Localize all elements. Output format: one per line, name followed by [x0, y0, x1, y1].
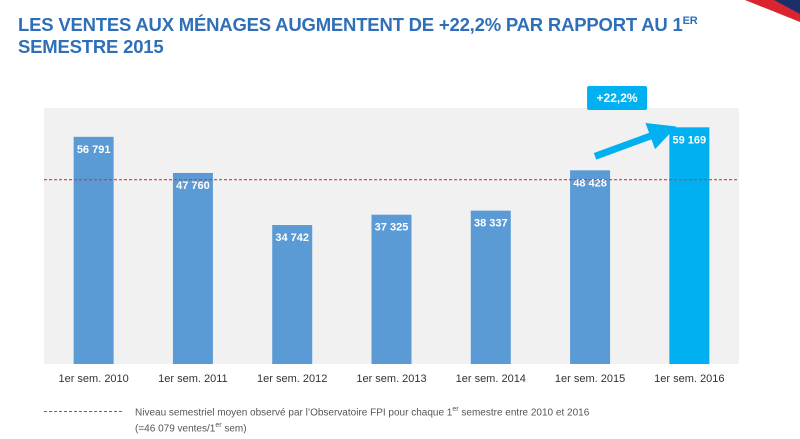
data-label-4: 38 337 [474, 218, 508, 230]
data-label-6: 59 169 [673, 134, 707, 146]
growth-arrow [593, 122, 677, 160]
legend-line-2-sup: er [215, 422, 222, 430]
legend-line-2-text-end: sem) [221, 423, 247, 435]
data-label-3: 37 325 [375, 222, 409, 234]
data-label-2: 34 742 [275, 232, 309, 244]
legend-line-2: (=46 079 ventes/1er sem) [135, 419, 735, 435]
bar-4 [470, 210, 511, 364]
legend-line-1: Niveau semestriel moyen observé par l’Ob… [135, 403, 735, 419]
x-axis-labels: 1er sem. 2010 1er sem. 2011 1er sem. 2012 1… [44, 373, 739, 389]
data-label-0: 56 791 [77, 144, 111, 156]
x-tick-label-2: 1er sem. 2012 [257, 373, 328, 385]
legend-line-1-text: Niveau semestriel moyen observé par l’Ob… [135, 407, 453, 419]
annotation-badge [587, 86, 648, 110]
bar-5 [570, 170, 611, 364]
plot-area: 56 791 47 760 34 742 37 325 38 337 48 428 59 1… [44, 86, 739, 364]
legend-line-1-text-end: semestre entre 2010 et 2016 [458, 407, 590, 419]
title-superscript: ER [682, 15, 698, 27]
annotation-label: +22,2% [597, 91, 638, 105]
data-label-1: 47 760 [176, 180, 210, 192]
bar-1 [172, 172, 213, 364]
legend-reference-line-swatch [44, 411, 122, 412]
x-tick-label-1: 1er sem. 2011 [158, 373, 228, 385]
title-part2: SEMESTRE 2015 [18, 36, 164, 58]
x-tick-label-3: 1er sem. 2013 [356, 373, 427, 385]
bar-0 [73, 136, 114, 364]
bar-2 [272, 225, 313, 364]
bar-3 [371, 214, 412, 364]
legend-line-1-sup: er [452, 406, 459, 413]
bar-6 [669, 127, 710, 364]
title-part1: LES VENTES AUX MÉNAGES AUGMENTENT DE +22… [18, 14, 683, 36]
data-label-5: 48 428 [573, 177, 607, 189]
legend-line-2-text: (=46 079 ventes/1 [135, 423, 216, 435]
legend-text: Niveau semestriel moyen observé par l’Ob… [135, 403, 735, 436]
x-tick-label-6: 1er sem. 2016 [654, 373, 725, 385]
bar-chart: 56 791 47 760 34 742 37 325 38 337 48 428 59 1… [44, 86, 739, 364]
x-tick-label-0: 1er sem. 2010 [58, 373, 129, 385]
x-tick-label-4: 1er sem. 2014 [455, 373, 526, 385]
x-tick-label-5: 1er sem. 2015 [554, 373, 626, 385]
corner-decoration-navy [774, 0, 800, 14]
page-title: LES VENTES AUX MÉNAGES AUGMENTENT DE +22… [18, 10, 718, 58]
